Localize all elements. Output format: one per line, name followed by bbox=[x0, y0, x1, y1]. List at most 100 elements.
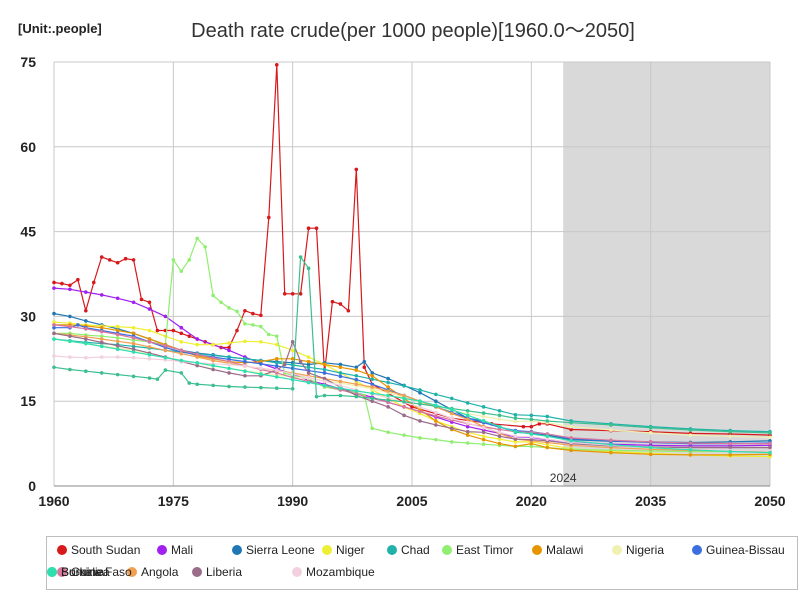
data-point bbox=[497, 437, 502, 441]
legend-swatch bbox=[322, 545, 332, 555]
legend-item[interactable]: Burkina Faso bbox=[47, 565, 132, 579]
legend-swatch bbox=[292, 567, 302, 577]
data-point bbox=[274, 334, 279, 338]
data-point bbox=[609, 428, 613, 432]
data-point bbox=[768, 445, 772, 450]
legend-item[interactable]: East Timor bbox=[442, 543, 513, 557]
data-point bbox=[688, 433, 693, 437]
legend-item[interactable]: Guinea bbox=[57, 565, 110, 579]
data-point bbox=[648, 440, 653, 444]
data-point bbox=[386, 405, 390, 409]
data-point bbox=[171, 258, 176, 262]
data-point bbox=[68, 287, 72, 292]
series-line bbox=[53, 355, 771, 452]
data-point bbox=[688, 453, 693, 457]
data-point bbox=[195, 360, 199, 365]
data-point bbox=[338, 383, 343, 388]
legend-item[interactable]: Nigeria bbox=[612, 543, 664, 557]
data-point bbox=[513, 429, 518, 434]
legend-item[interactable]: Angola bbox=[127, 565, 178, 579]
data-point bbox=[465, 433, 470, 437]
legend-item[interactable]: Malawi bbox=[532, 543, 583, 557]
data-point bbox=[481, 430, 486, 435]
data-point bbox=[529, 424, 534, 429]
legend-item[interactable]: Guinea-Bissau bbox=[692, 543, 785, 557]
data-point bbox=[688, 428, 693, 432]
data-point bbox=[306, 226, 311, 231]
data-point bbox=[728, 429, 733, 434]
data-point bbox=[545, 445, 550, 450]
data-point bbox=[338, 362, 343, 367]
data-point bbox=[354, 368, 359, 372]
data-point bbox=[402, 384, 406, 388]
legend-label: Angola bbox=[141, 565, 179, 579]
data-point bbox=[402, 405, 406, 409]
data-point bbox=[251, 311, 255, 316]
data-point bbox=[251, 323, 255, 327]
data-point bbox=[84, 319, 88, 323]
legend-item[interactable]: Mali bbox=[157, 543, 193, 557]
legend-item[interactable]: Niger bbox=[322, 543, 365, 557]
data-point bbox=[386, 398, 390, 402]
data-point bbox=[306, 375, 311, 380]
data-point bbox=[434, 403, 438, 407]
legend-item[interactable]: Mozambique bbox=[292, 565, 375, 579]
data-point bbox=[306, 359, 311, 364]
data-point bbox=[465, 424, 470, 429]
legend-label: Guinea bbox=[71, 565, 110, 579]
data-point bbox=[338, 302, 343, 306]
data-point bbox=[147, 328, 152, 333]
data-point bbox=[569, 436, 573, 440]
legend-item[interactable]: South Sudan bbox=[57, 543, 140, 557]
legend-item[interactable]: Liberia bbox=[192, 565, 242, 579]
data-point bbox=[354, 365, 359, 370]
data-point bbox=[243, 373, 247, 378]
data-point bbox=[211, 363, 215, 368]
data-point bbox=[402, 433, 406, 437]
data-point bbox=[322, 379, 327, 384]
axes: 0 15 30 45 60 75 1960 1975 1990 2005 2020 2035 2050 bbox=[20, 54, 785, 509]
data-point bbox=[569, 424, 573, 429]
series-line bbox=[53, 338, 771, 433]
forecast-region bbox=[563, 62, 770, 486]
data-point bbox=[155, 328, 160, 333]
data-point bbox=[259, 372, 263, 376]
data-point bbox=[243, 339, 247, 344]
data-point bbox=[497, 434, 502, 439]
legend-swatch bbox=[612, 545, 622, 555]
data-point bbox=[418, 388, 422, 392]
data-point bbox=[60, 281, 64, 286]
data-point bbox=[282, 362, 287, 367]
data-point bbox=[465, 413, 470, 418]
data-point bbox=[362, 359, 367, 364]
data-point bbox=[274, 360, 279, 365]
data-point bbox=[418, 436, 422, 440]
data-point bbox=[179, 351, 184, 356]
legend-item[interactable]: Sierra Leone bbox=[232, 543, 315, 557]
data-point bbox=[449, 440, 454, 444]
data-point bbox=[274, 375, 279, 379]
data-point bbox=[497, 417, 502, 422]
data-point bbox=[529, 444, 534, 449]
legend-item[interactable]: Chad bbox=[387, 543, 430, 557]
data-point bbox=[115, 343, 120, 348]
data-point bbox=[227, 306, 231, 310]
data-point bbox=[322, 393, 327, 398]
data-point bbox=[115, 260, 120, 265]
legend: South Sudan Mali Sierra Leone Niger Chad East… bbox=[46, 536, 798, 590]
x-tick-label: 1960 bbox=[38, 493, 69, 509]
data-point bbox=[354, 373, 359, 378]
data-point bbox=[290, 291, 295, 296]
data-point bbox=[99, 355, 104, 359]
data-point bbox=[195, 355, 199, 359]
data-point bbox=[131, 344, 136, 349]
data-point bbox=[545, 434, 550, 439]
data-point bbox=[179, 269, 184, 273]
data-point bbox=[123, 256, 128, 261]
data-point bbox=[52, 354, 56, 358]
data-point bbox=[513, 412, 518, 417]
data-point bbox=[290, 357, 295, 361]
data-point bbox=[68, 283, 72, 288]
data-point bbox=[227, 341, 231, 345]
data-point bbox=[290, 377, 295, 382]
